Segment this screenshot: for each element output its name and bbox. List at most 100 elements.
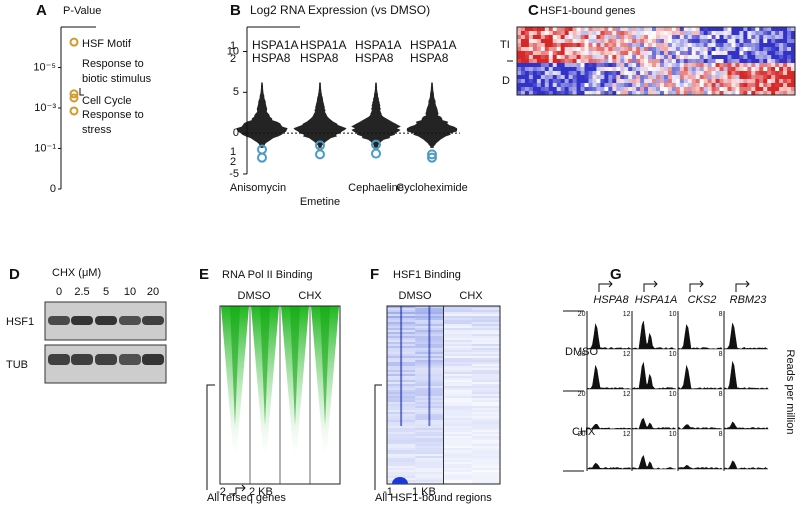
heatmap-cell: [679, 51, 685, 56]
heatmap-cell: [707, 87, 712, 92]
heatmap-cell: [536, 87, 542, 92]
stripe: [471, 340, 500, 342]
heatmap-cell: [600, 47, 605, 52]
stripe: [443, 456, 472, 458]
heatmap-cell: [663, 47, 669, 52]
heatmap-cell: [715, 55, 720, 60]
heatmap-cell: [791, 83, 796, 88]
row-label: TI: [500, 39, 510, 51]
heatmap-cell: [536, 59, 542, 64]
lane-label: 2.5: [74, 286, 89, 298]
heatmap-cell: [628, 51, 633, 56]
heatmap-cell: [715, 31, 720, 36]
heatmap-cell: [576, 47, 581, 52]
heatmap-cell: [592, 43, 597, 48]
heatmap-cell: [675, 43, 681, 48]
heatmap-cell: [636, 83, 641, 88]
heatmap-cell: [671, 47, 677, 52]
heatmap-cell: [699, 27, 704, 32]
heatmap-cell: [584, 27, 589, 32]
read-track: [586, 323, 633, 350]
heatmap-cell: [648, 87, 653, 92]
heatmap-cell: [767, 51, 772, 56]
heatmap-cell: [604, 51, 609, 56]
heatmap-cell: [584, 91, 589, 96]
heatmap-cell: [675, 47, 681, 52]
heatmap-cell: [791, 43, 796, 48]
swarm-density: [351, 82, 401, 148]
stripe: [415, 430, 444, 432]
stripe: [471, 402, 500, 404]
heatmap-cell: [791, 31, 796, 36]
stripe: [443, 360, 472, 362]
heatmap-cell: [636, 63, 641, 68]
stripe: [443, 382, 472, 384]
heatmap-cell: [679, 39, 685, 44]
heatmap-cell: [791, 35, 796, 40]
heatmap-cell: [544, 31, 550, 36]
heatmap-cell: [628, 71, 633, 76]
stripe: [471, 462, 500, 464]
heatmap-cell: [600, 63, 605, 68]
point: [69, 37, 79, 47]
heatmap-cell: [719, 91, 724, 96]
heatmap-cell: [779, 31, 784, 36]
heatmap-cell: [723, 51, 728, 56]
heatmap-cell: [532, 83, 538, 88]
heatmap-cell: [628, 91, 633, 96]
heatmap-cell: [568, 71, 573, 76]
heatmap-cell: [556, 55, 561, 60]
heatmap-cell: [775, 59, 780, 64]
heatmap-cell: [624, 27, 629, 32]
heatmap-cell: [568, 83, 573, 88]
scale-label: 12: [623, 311, 631, 318]
heatmap-cell: [691, 55, 697, 60]
y-tick-label: 10⁻⁵: [33, 61, 56, 73]
heatmap-cell: [568, 91, 573, 96]
heatmap-cell: [667, 79, 673, 84]
heatmap-cell: [544, 27, 550, 32]
heatmap-cell: [771, 55, 776, 60]
stripe: [471, 332, 500, 334]
heatmap-cell: [604, 67, 609, 72]
panel-title: RNA Pol II Binding: [222, 269, 313, 281]
scale-label: 10: [669, 431, 677, 438]
signal-core: [260, 306, 270, 426]
heatmap-cell: [775, 87, 780, 92]
heatmap-cell: [517, 43, 522, 48]
heatmap-cell: [640, 43, 645, 48]
heatmap-cell: [564, 43, 569, 48]
heatmap-cell: [568, 39, 573, 44]
heatmap-cell: [679, 71, 685, 76]
heatmap-cell: [528, 35, 534, 40]
heatmap-cell: [640, 87, 645, 92]
heatmap-cell: [751, 63, 756, 68]
heatmap-cell: [560, 51, 565, 56]
heatmap-cell: [687, 47, 693, 52]
heatmap-cell: [608, 31, 613, 36]
stripe: [471, 440, 500, 442]
stripe: [471, 482, 500, 484]
heatmap-cell: [683, 91, 689, 96]
heatmap-cell: [572, 31, 577, 36]
stripe: [387, 436, 416, 438]
stripe: [443, 318, 472, 320]
heatmap-cell: [667, 71, 673, 76]
heatmap-cell: [596, 39, 601, 44]
read-track: [723, 360, 769, 390]
heatmap-cell: [632, 67, 637, 72]
heatmap-cell: [715, 27, 720, 32]
heatmap-cell: [540, 67, 546, 72]
heatmap-cell: [683, 63, 689, 68]
heatmap-cell: [707, 63, 712, 68]
heatmap-cell: [663, 35, 669, 40]
heatmap-cell: [544, 75, 550, 80]
stripe: [471, 348, 500, 350]
stripe: [415, 470, 444, 472]
heatmap-cell: [691, 75, 697, 80]
heatmap-cell: [584, 51, 589, 56]
heatmap-cell: [759, 27, 764, 32]
heatmap-cell: [648, 55, 653, 60]
heatmap-cell: [707, 31, 712, 36]
heatmap-cell: [783, 87, 788, 92]
